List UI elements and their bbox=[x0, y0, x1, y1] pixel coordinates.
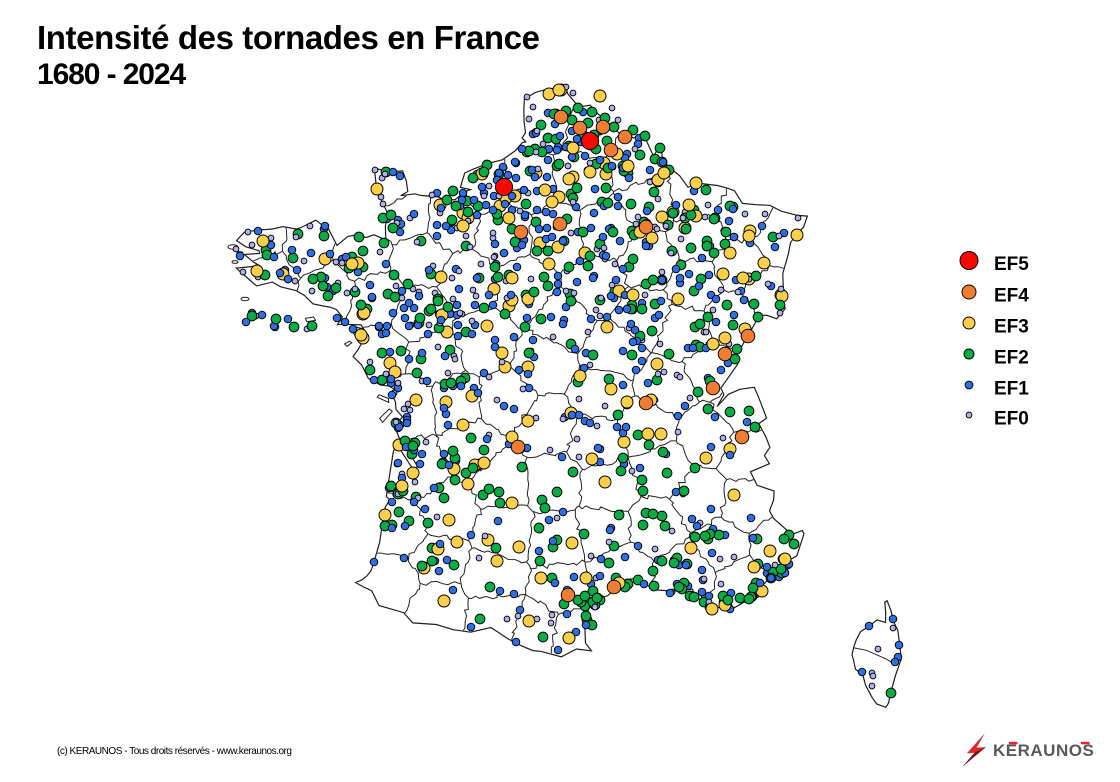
svg-text:EF1: EF1 bbox=[994, 378, 1029, 399]
svg-text:EF0: EF0 bbox=[994, 408, 1029, 429]
svg-text:KERAUNOS: KERAUNOS bbox=[993, 741, 1094, 760]
svg-text:EF3: EF3 bbox=[994, 316, 1029, 337]
svg-text:EF2: EF2 bbox=[994, 347, 1029, 368]
svg-text:EF5: EF5 bbox=[994, 254, 1029, 275]
svg-text:EF4: EF4 bbox=[994, 285, 1029, 306]
